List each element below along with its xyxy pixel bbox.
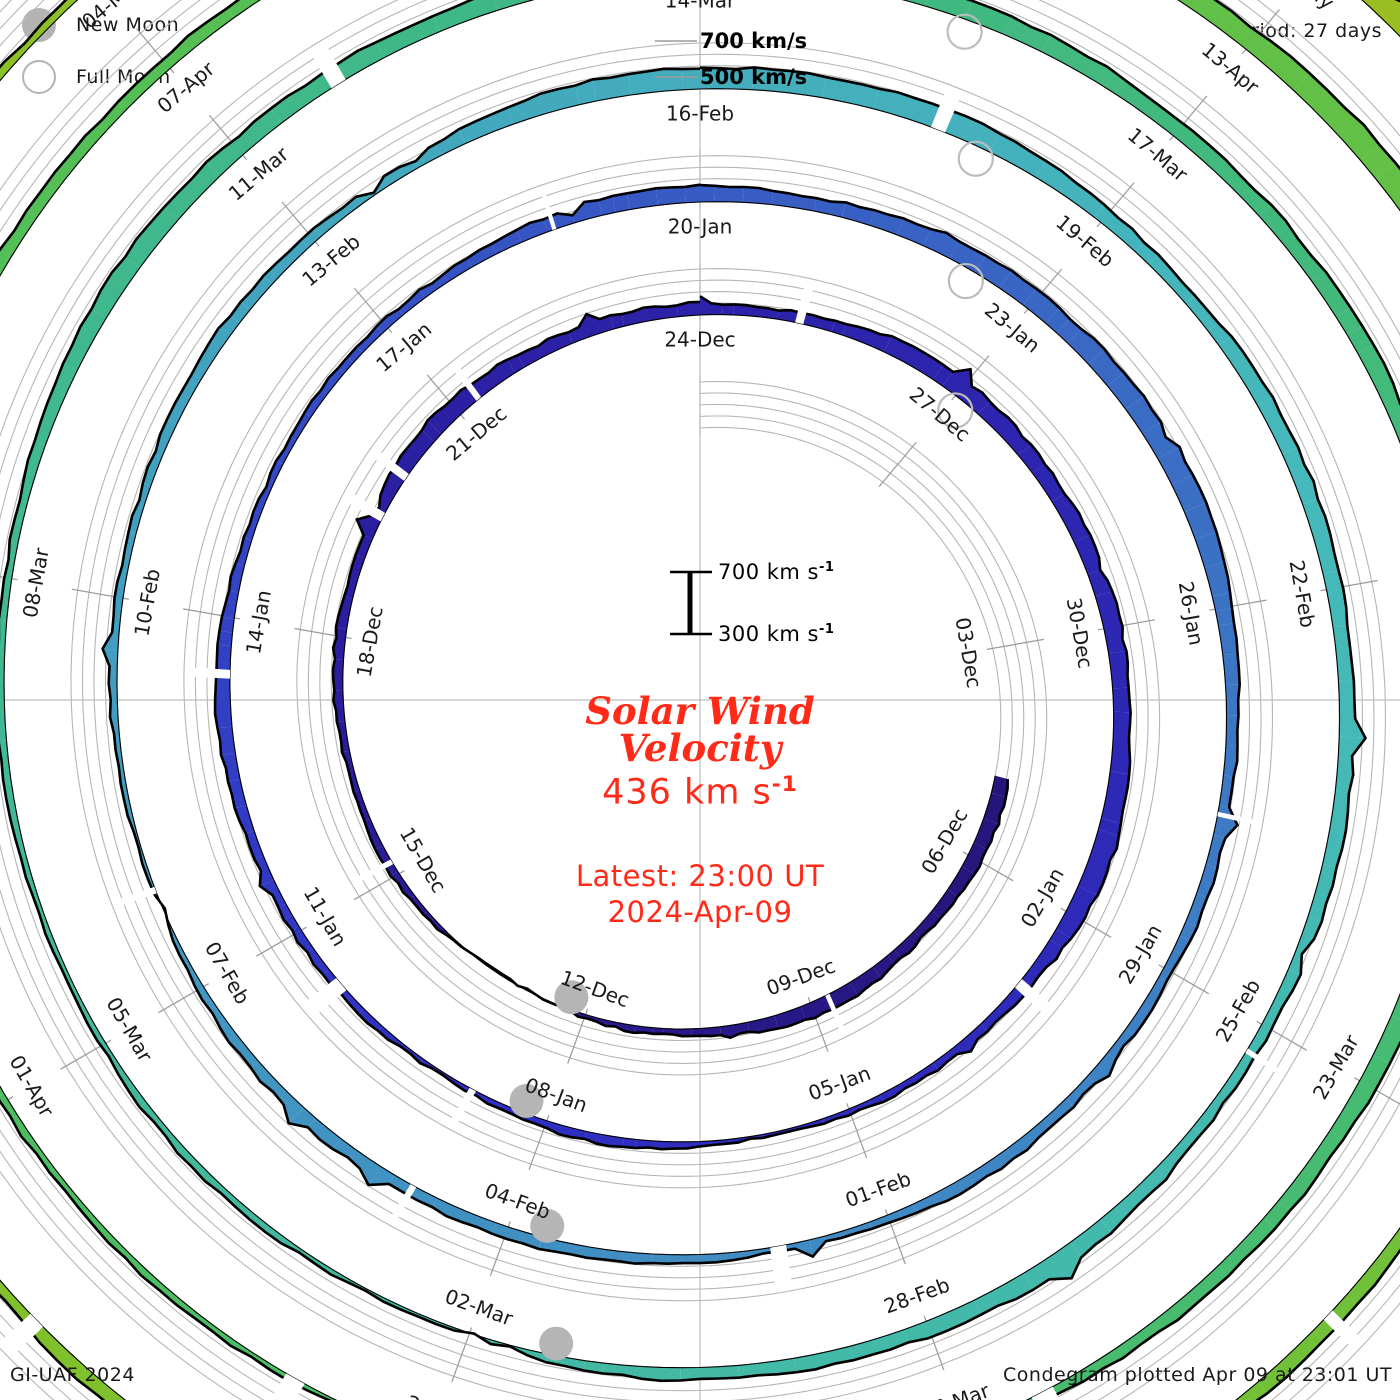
title-line-1: Solar Wind bbox=[585, 689, 815, 733]
moon-markers bbox=[509, 13, 994, 1361]
plotted-label: Condegram plotted Apr 09 at 23:01 UT bbox=[1003, 1364, 1392, 1386]
credit-label: GI-UAF 2024 bbox=[10, 1364, 135, 1386]
spiral-date-label: 01-Feb bbox=[842, 1166, 914, 1212]
spiral-date-label: 04-Feb bbox=[482, 1178, 554, 1224]
spiral-date-label: 16-Feb bbox=[666, 102, 734, 126]
spiral-date-label: 03-Dec bbox=[950, 615, 986, 689]
spiral-date-label: 02-Mar bbox=[442, 1284, 517, 1331]
current-value: 436 km s-1 bbox=[602, 772, 798, 813]
spiral-date-label: 04-May bbox=[77, 0, 149, 34]
spiral-date-label: 30-Dec bbox=[1062, 596, 1098, 670]
spiral-date-label: 10-Feb bbox=[129, 567, 164, 638]
spiral-date-label: 26-Jan bbox=[1174, 579, 1209, 647]
radial-axis-leaders bbox=[655, 40, 697, 78]
spiral-date-label: 09-Dec bbox=[763, 953, 838, 1000]
spiral-date-label: 20-Jan bbox=[668, 215, 733, 239]
title-line-2: Velocity bbox=[618, 726, 782, 770]
radial-tick-500: 500 km/s bbox=[700, 65, 808, 89]
spiral-date-label: 05-Jan bbox=[805, 1061, 874, 1106]
legend-new-moon-label: New Moon bbox=[76, 14, 180, 36]
spiral-date-label: 14-Mar bbox=[665, 0, 736, 13]
scale-key-bar bbox=[670, 570, 712, 636]
radial-tick-700: 700 km/s bbox=[700, 29, 808, 53]
latest-date: 2024-Apr-09 bbox=[607, 895, 793, 930]
spiral-date-label: 14-Jan bbox=[241, 588, 276, 656]
full-moon-icon bbox=[22, 60, 56, 94]
spiral-date-label: 26-Mar bbox=[918, 1378, 993, 1400]
page-title: Solar Wind Velocity bbox=[400, 693, 1000, 767]
spiral-date-label: 24-Dec bbox=[664, 328, 735, 352]
spiral-date-label: 22-Feb bbox=[1285, 558, 1320, 629]
scale-key-top-label: 700 km s-1 bbox=[718, 560, 835, 584]
spiral-date-label: 20-Mar bbox=[1396, 537, 1400, 611]
spiral-date-label: 29-Mar bbox=[403, 1390, 478, 1400]
latest-timestamp: Latest: 23:00 UT 2024-Apr-09 bbox=[400, 858, 1000, 931]
spiral-date-label: 08-Mar bbox=[18, 545, 54, 619]
scale-key-bottom-label: 300 km s-1 bbox=[718, 622, 835, 646]
latest-time: Latest: 23:00 UT bbox=[575, 859, 825, 893]
spiral-date-label: 18-Dec bbox=[352, 605, 388, 679]
spiral-date-label: 28-Feb bbox=[881, 1273, 953, 1319]
